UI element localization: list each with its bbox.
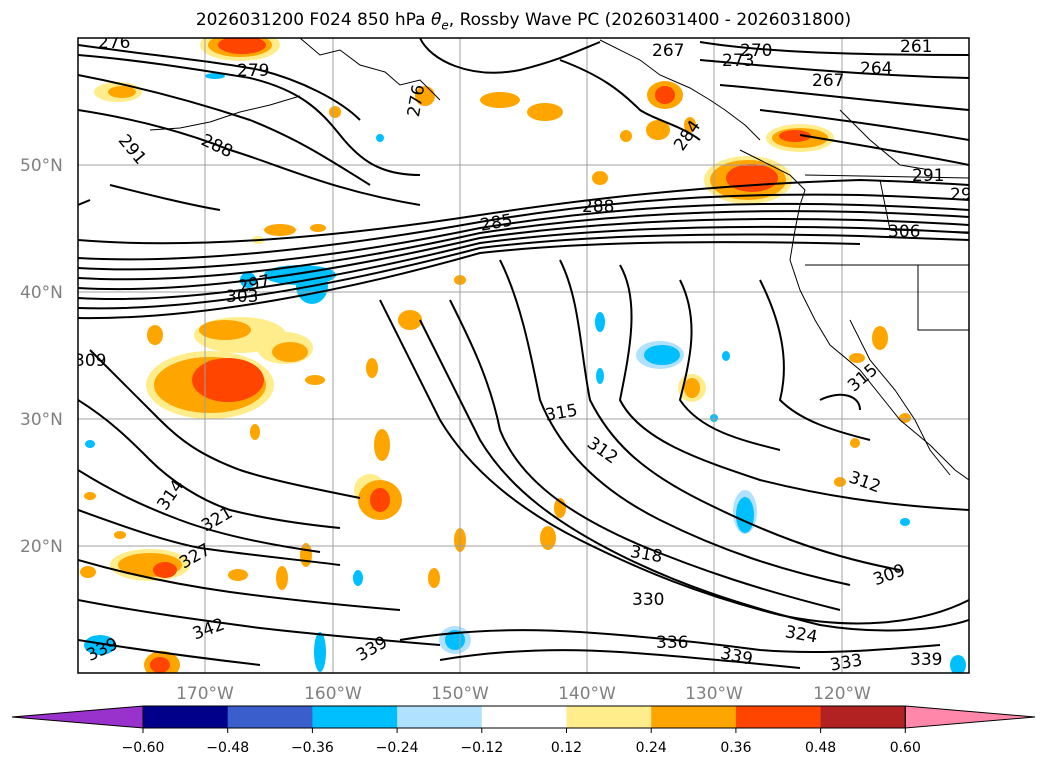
contour-label: 303 [226,287,258,307]
colorbar-tick-label: 0.60 [890,740,921,756]
lon-label: 150°W [431,684,489,704]
colorbar-segment [481,706,567,728]
contour-label: 267 [652,41,684,61]
colorbar-frame [142,705,906,729]
colorbar-tick-label: 0.12 [551,740,582,756]
lon-label: 130°W [685,684,743,704]
contour-label: 339 [910,650,942,670]
lat-label: 50°N [20,156,63,176]
colorbar-tick-label: −0.60 [122,740,165,756]
colorbar-tick-label: −0.12 [460,740,503,756]
lon-label: 140°W [558,684,616,704]
contour-label: 270 [740,41,772,61]
longitude-labels: 170°W 160°W 150°W 140°W 130°W 120°W [176,684,871,704]
colorbar-segment [397,706,483,728]
lat-label: 30°N [20,410,63,430]
map-area: 276 279 267 270 273 261 264 267 276 291 … [74,33,972,675]
colorbar-segment [651,706,737,728]
colorbar-segment [143,706,229,728]
theta-e-contours [78,38,969,669]
colorbar-extend-min [11,705,144,729]
lon-label: 170°W [176,684,234,704]
map-title: 2026031200 F024 850 hPa θe, Rossby Wave … [0,10,1047,32]
colorbar-tick-label: −0.48 [206,740,249,756]
colorbar-tick-label: 0.24 [636,740,667,756]
colorbar-segment [312,706,398,728]
negative-anomaly-shading [84,73,966,673]
title-theta: θ [431,10,442,30]
map-frame [77,37,970,674]
lat-label: 20°N [20,537,63,557]
colorbar-segment [227,706,313,728]
title-suffix: , Rossby Wave PC (2026031400 - 202603180… [448,10,852,30]
contour-label: 336 [656,633,688,653]
colorbar-extend-max [904,705,1036,729]
contour-label: 267 [812,71,844,91]
contour-label: 261 [900,37,932,57]
contour-label: 291 [912,166,944,186]
contour-label: 288 [582,197,614,217]
colorbar-tick-label: 0.48 [805,740,836,756]
contour-label: 276 [98,33,130,53]
contour-label: 333 [829,650,864,675]
contour-label: 330 [632,590,664,610]
contour-label: 273 [722,51,754,71]
contour-label: 264 [860,59,892,79]
lon-label: 160°W [304,684,362,704]
title-prefix: 2026031200 F024 850 hPa [195,10,431,30]
contour-label: 309 [74,351,106,371]
colorbar: −0.60 −0.48 −0.36 −0.24 −0.12 0.12 0.24 0.36 0.4… [11,705,1036,756]
contour-label: 279 [237,61,269,81]
title-theta-subscript: e [441,18,449,33]
colorbar-tick-label: 0.36 [720,740,751,756]
positive-anomaly-shading [80,38,911,673]
colorbar-segment [735,706,822,728]
colorbar-tick-label: −0.36 [291,740,334,756]
lat-label: 40°N [20,283,63,303]
contour-label: 306 [888,222,920,242]
colorbar-tick-label: −0.24 [376,740,419,756]
contour-label: 29 [950,185,972,205]
lon-label: 120°W [813,684,871,704]
colorbar-segment [820,706,906,728]
latitude-labels: 50°N 40°N 30°N 20°N [20,156,63,557]
graticule [78,38,969,673]
colorbar-segment [566,706,652,728]
